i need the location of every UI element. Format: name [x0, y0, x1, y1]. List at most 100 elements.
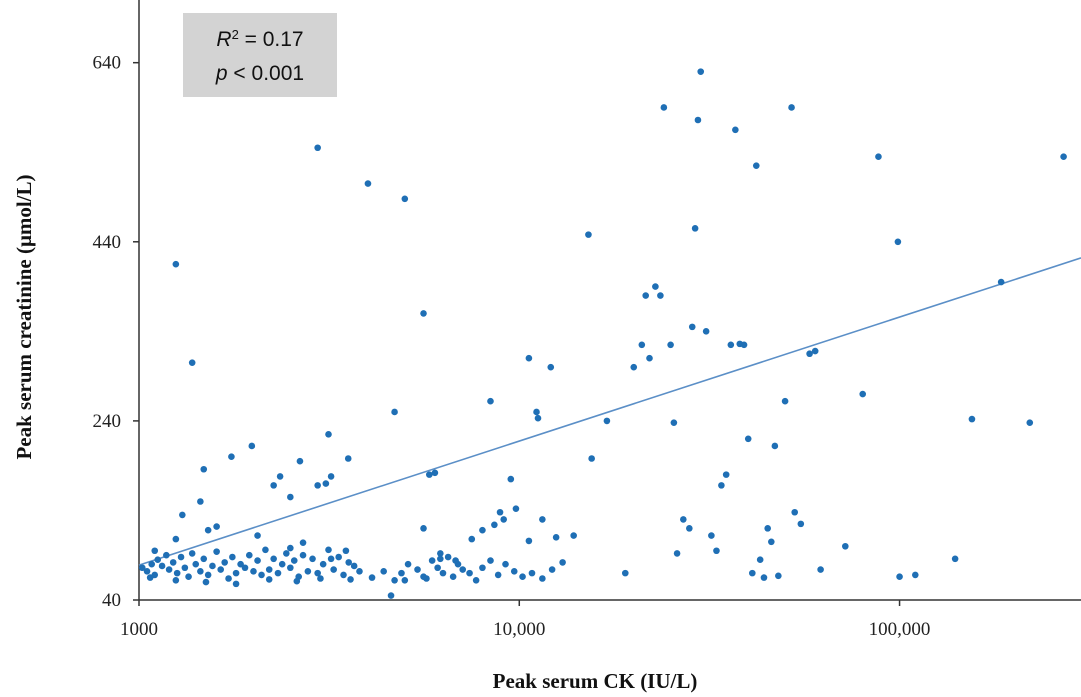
y-tick-label: 440	[93, 232, 122, 253]
data-point	[173, 569, 181, 577]
data-point	[479, 526, 486, 534]
data-point	[138, 564, 146, 572]
data-point	[293, 577, 301, 585]
data-point	[248, 442, 256, 450]
data-point	[258, 571, 265, 579]
data-point	[283, 550, 290, 557]
data-point	[744, 435, 752, 443]
data-point	[192, 560, 200, 568]
data-point	[552, 534, 560, 541]
data-point	[319, 560, 327, 568]
data-point	[732, 126, 739, 134]
data-point	[287, 564, 294, 572]
data-point	[760, 574, 768, 581]
data-point	[449, 573, 457, 581]
data-point	[165, 566, 173, 573]
data-point	[806, 350, 813, 358]
data-point	[350, 562, 358, 570]
trendline	[138, 257, 1081, 566]
data-point	[188, 550, 196, 557]
data-point	[912, 571, 919, 579]
data-point	[727, 341, 735, 349]
data-point	[585, 231, 592, 238]
data-point	[642, 292, 649, 299]
data-point	[404, 560, 412, 568]
data-point	[694, 116, 702, 124]
data-point	[547, 363, 555, 371]
data-point	[507, 475, 515, 483]
data-point	[559, 559, 566, 566]
data-point	[172, 576, 180, 584]
data-point	[510, 568, 518, 575]
data-point	[330, 566, 337, 573]
data-point	[296, 457, 304, 465]
data-point	[621, 569, 629, 577]
data-point	[398, 569, 405, 577]
data-point	[209, 562, 216, 570]
data-point	[325, 546, 332, 554]
data-point	[570, 532, 577, 539]
stat-box	[183, 13, 337, 97]
data-point	[437, 555, 444, 563]
data-point	[1026, 419, 1034, 426]
data-point	[673, 550, 681, 557]
data-point	[680, 516, 687, 523]
data-point	[534, 414, 542, 422]
x-tick-label: 10,000	[493, 619, 545, 640]
data-point	[722, 471, 730, 478]
data-point	[652, 283, 659, 290]
y-axis-ticks: 40 240 440 640	[93, 53, 139, 611]
data-point	[304, 568, 312, 575]
data-point	[740, 341, 748, 349]
data-point	[494, 571, 502, 579]
data-point	[327, 555, 335, 563]
data-point	[148, 560, 156, 568]
data-point	[245, 551, 253, 559]
data-point	[200, 465, 208, 473]
y-tick-label: 40	[102, 590, 121, 611]
data-point	[466, 569, 473, 577]
data-point	[479, 564, 486, 572]
data-point	[169, 559, 177, 566]
data-point	[603, 417, 611, 425]
data-point	[749, 569, 756, 577]
data-point	[420, 525, 427, 532]
data-point	[487, 397, 494, 405]
data-point	[401, 195, 409, 203]
data-point	[951, 555, 959, 563]
data-point	[314, 482, 321, 489]
data-point	[254, 532, 261, 539]
data-point	[472, 576, 480, 584]
data-point	[426, 471, 433, 478]
data-point	[287, 544, 294, 552]
data-point	[342, 547, 350, 555]
data-point	[697, 68, 705, 75]
data-point	[968, 415, 976, 423]
data-point	[414, 566, 421, 573]
data-points	[138, 68, 1067, 599]
data-point	[327, 473, 335, 480]
data-point	[368, 574, 376, 581]
data-point	[265, 566, 273, 573]
x-axis-ticks: 1000 10,000 100,000	[120, 600, 930, 640]
data-point	[262, 546, 269, 554]
data-point	[468, 535, 476, 543]
data-point	[525, 537, 533, 545]
data-point	[775, 572, 782, 580]
data-point	[380, 568, 387, 575]
data-point	[179, 511, 186, 519]
data-point	[646, 354, 653, 362]
data-point	[686, 525, 693, 532]
data-point	[588, 455, 595, 462]
data-point	[335, 553, 342, 561]
data-point	[437, 550, 444, 557]
data-point	[158, 562, 166, 570]
data-point	[290, 557, 298, 564]
data-point	[539, 516, 546, 523]
data-point	[204, 526, 212, 534]
data-point	[197, 568, 204, 575]
data-point	[752, 162, 760, 169]
data-point	[500, 516, 508, 523]
data-point	[797, 520, 805, 528]
data-point	[221, 559, 228, 566]
